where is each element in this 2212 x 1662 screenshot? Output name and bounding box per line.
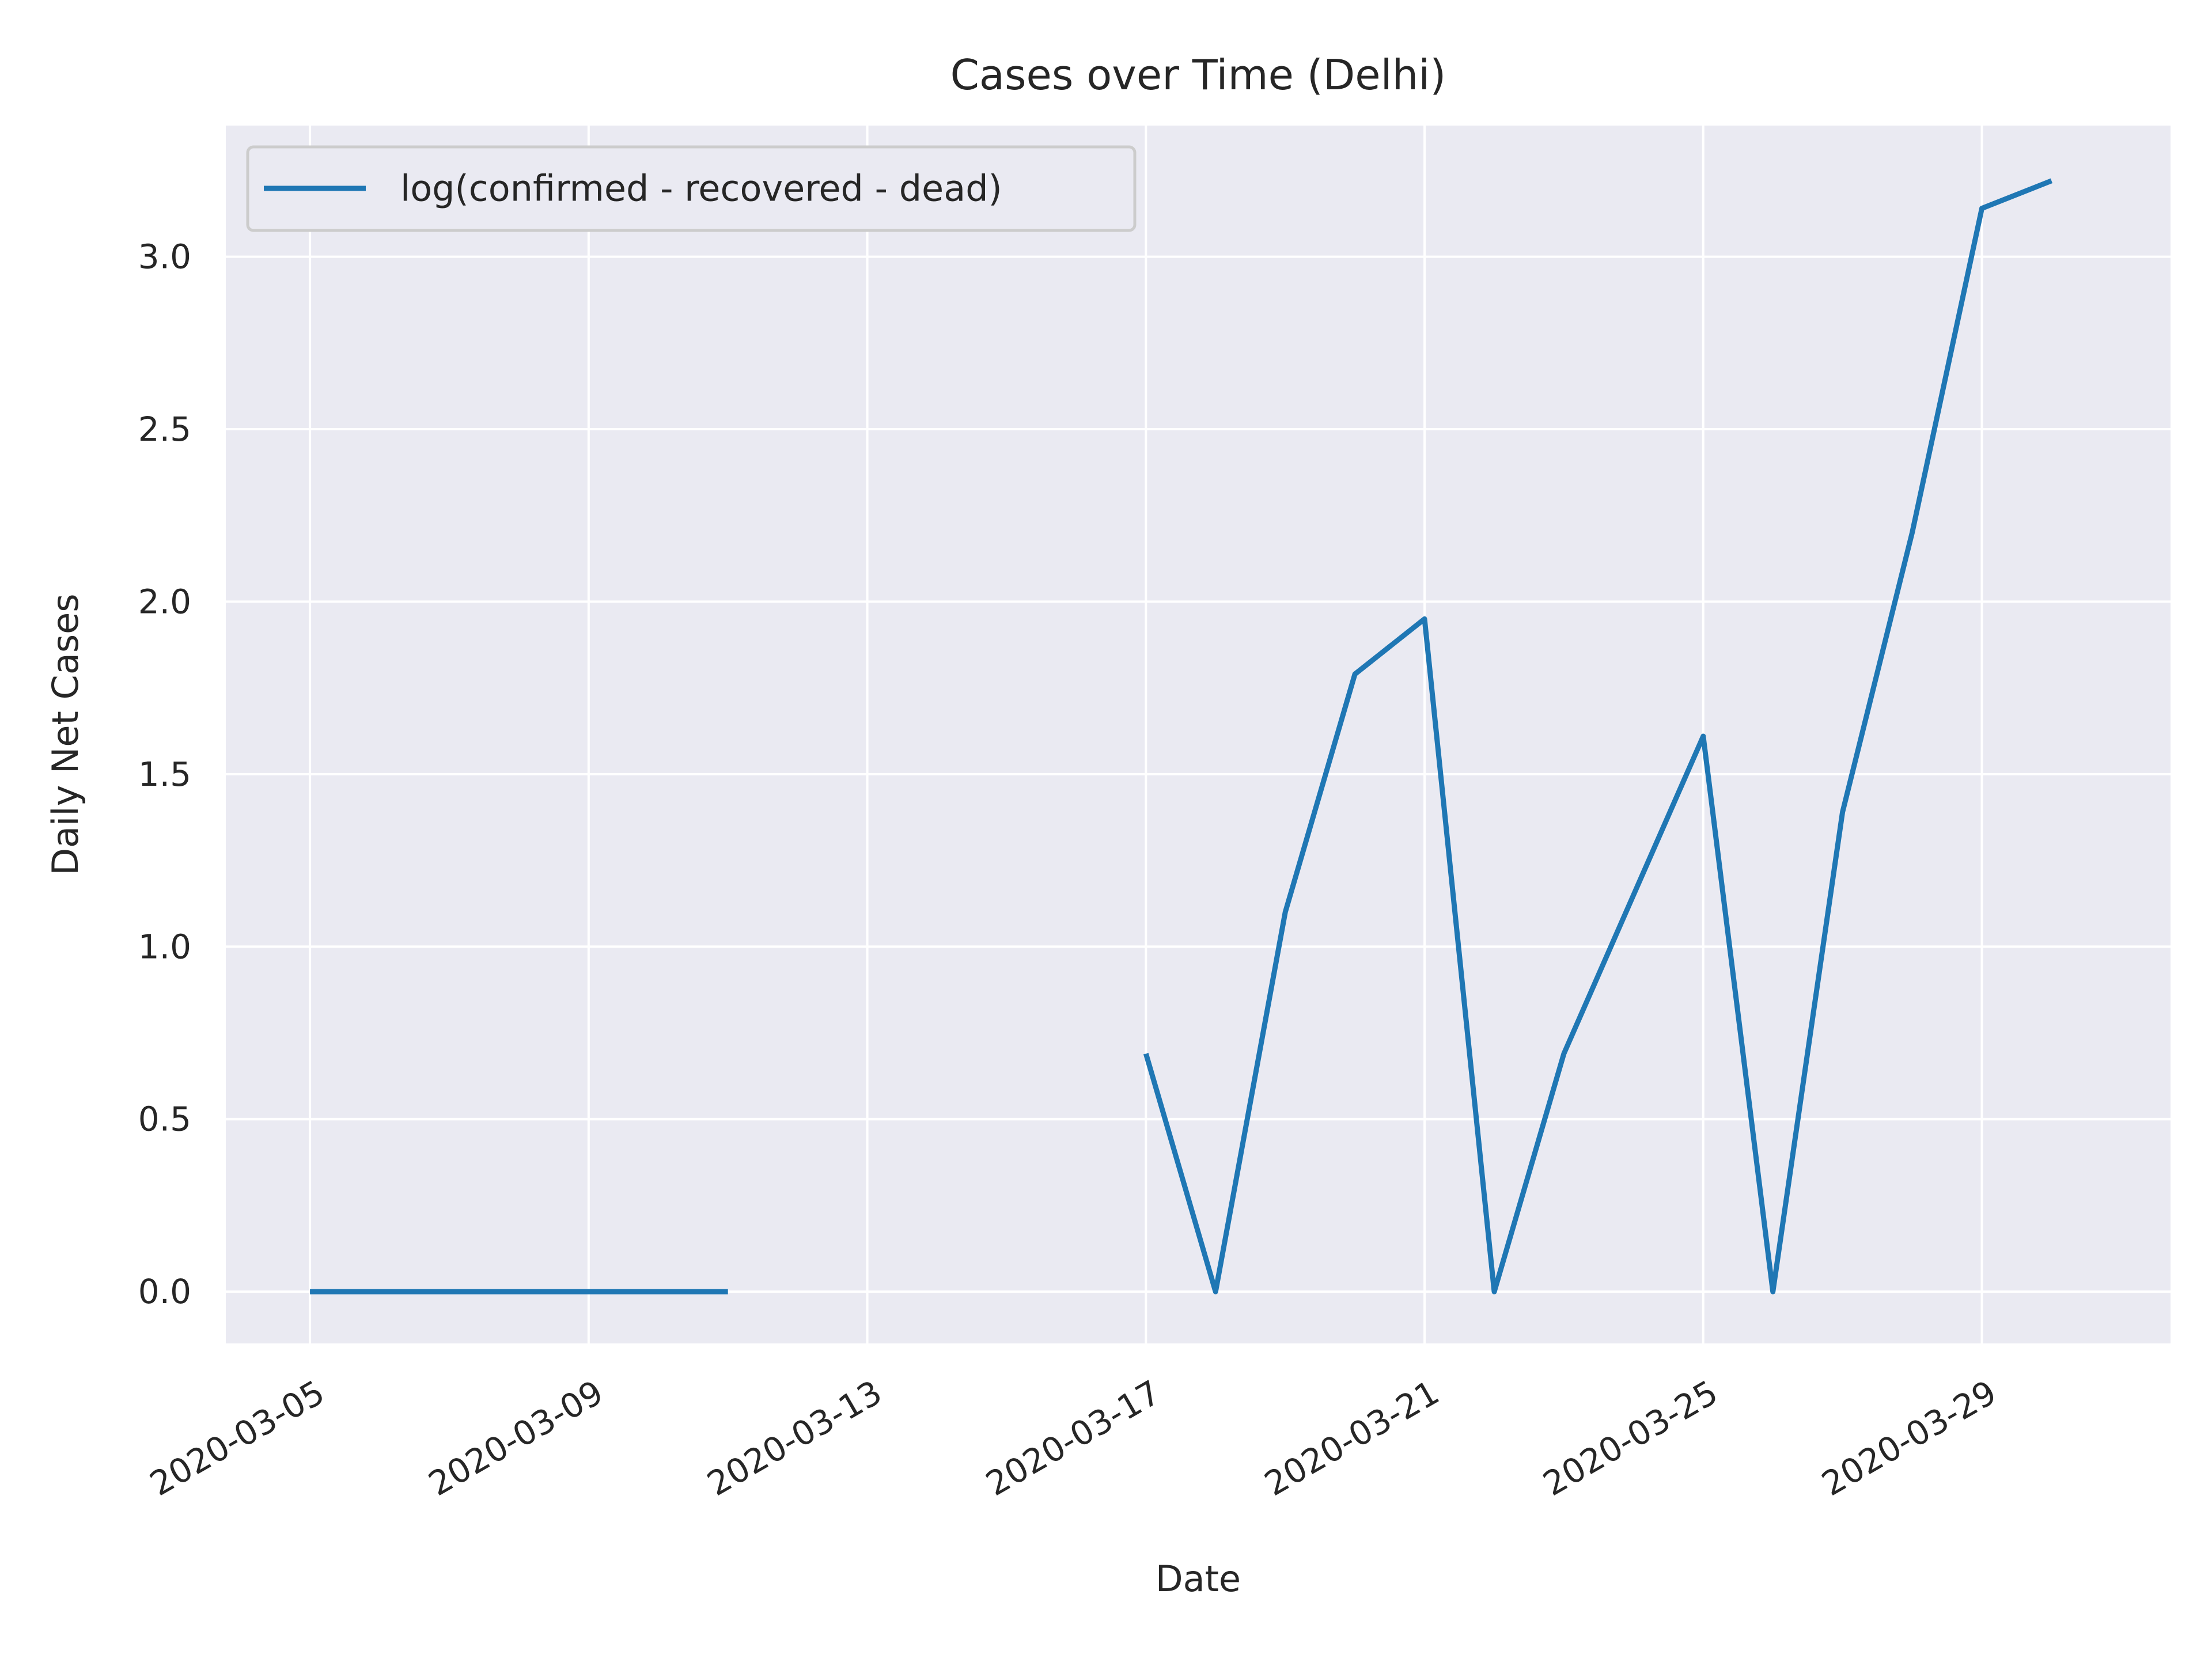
legend-box [246,145,1137,232]
x-axis-label: Date [1156,1558,1241,1600]
legend-entry-label: log(confirmed - recovered - dead) [400,168,1002,210]
y-tick-label: 1.5 [138,755,191,794]
y-tick-labels: 0.0 0.5 1.0 1.5 2.0 2.5 3.0 [138,237,191,1312]
y-tick-label: 0.5 [138,1100,191,1139]
y-tick-label: 3.0 [138,237,191,277]
y-tick-label: 2.0 [138,582,191,621]
series-layer [310,178,2053,1294]
y-tick-label: 2.5 [138,410,191,449]
y-tick-label: 1.0 [138,927,191,966]
series-line [1143,178,2053,1294]
y-tick-label: 0.0 [138,1272,191,1311]
y-axis-label: Daily Net Cases [44,593,86,875]
legend: log(confirmed - recovered - dead) [246,145,1137,232]
plot-area [226,126,2171,1343]
chart-title: Cases over Time (Delhi) [950,51,1446,99]
